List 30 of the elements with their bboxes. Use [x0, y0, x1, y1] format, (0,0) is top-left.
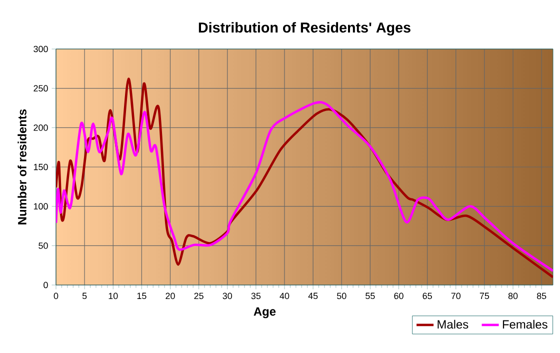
y-tick-label: 150	[34, 164, 48, 170]
y-tick-label: 0	[44, 282, 48, 288]
x-axis-title: Age	[254, 307, 276, 318]
x-tick-label: 40	[280, 292, 290, 300]
x-tick-label: 15	[137, 292, 146, 300]
x-tick-label: 45	[308, 292, 318, 300]
x-tick-label: 80	[508, 292, 518, 300]
x-tick-label: 20	[166, 292, 175, 300]
x-tick-label: 85	[536, 292, 546, 300]
x-tick-label: 70	[451, 292, 461, 300]
chart-title: Distribution of Residents' Ages	[198, 22, 410, 36]
x-tick-label: 25	[194, 292, 204, 300]
x-tick-label: 10	[108, 292, 118, 300]
x-tick-label: 60	[394, 292, 404, 300]
y-tick-label: 50	[38, 242, 48, 249]
x-tick-label: 75	[480, 292, 490, 300]
x-tick-label: 0	[54, 292, 58, 300]
x-tick-label: 35	[251, 292, 261, 300]
x-tick-label: 55	[366, 292, 375, 300]
x-tick-label: 5	[82, 292, 87, 300]
legend-label: Females	[502, 320, 548, 329]
x-tick-label: 50	[337, 292, 346, 300]
y-tick-label: 250	[34, 85, 48, 92]
legend-label: Males	[438, 320, 468, 329]
x-tick-label: 30	[222, 292, 232, 300]
y-tick-label: 300	[34, 46, 48, 52]
x-tick-label: 65	[422, 292, 432, 300]
y-tick-label: 100	[34, 203, 48, 210]
y-tick-label: 200	[34, 124, 48, 131]
y-axis-title: Number of residents	[18, 109, 26, 224]
